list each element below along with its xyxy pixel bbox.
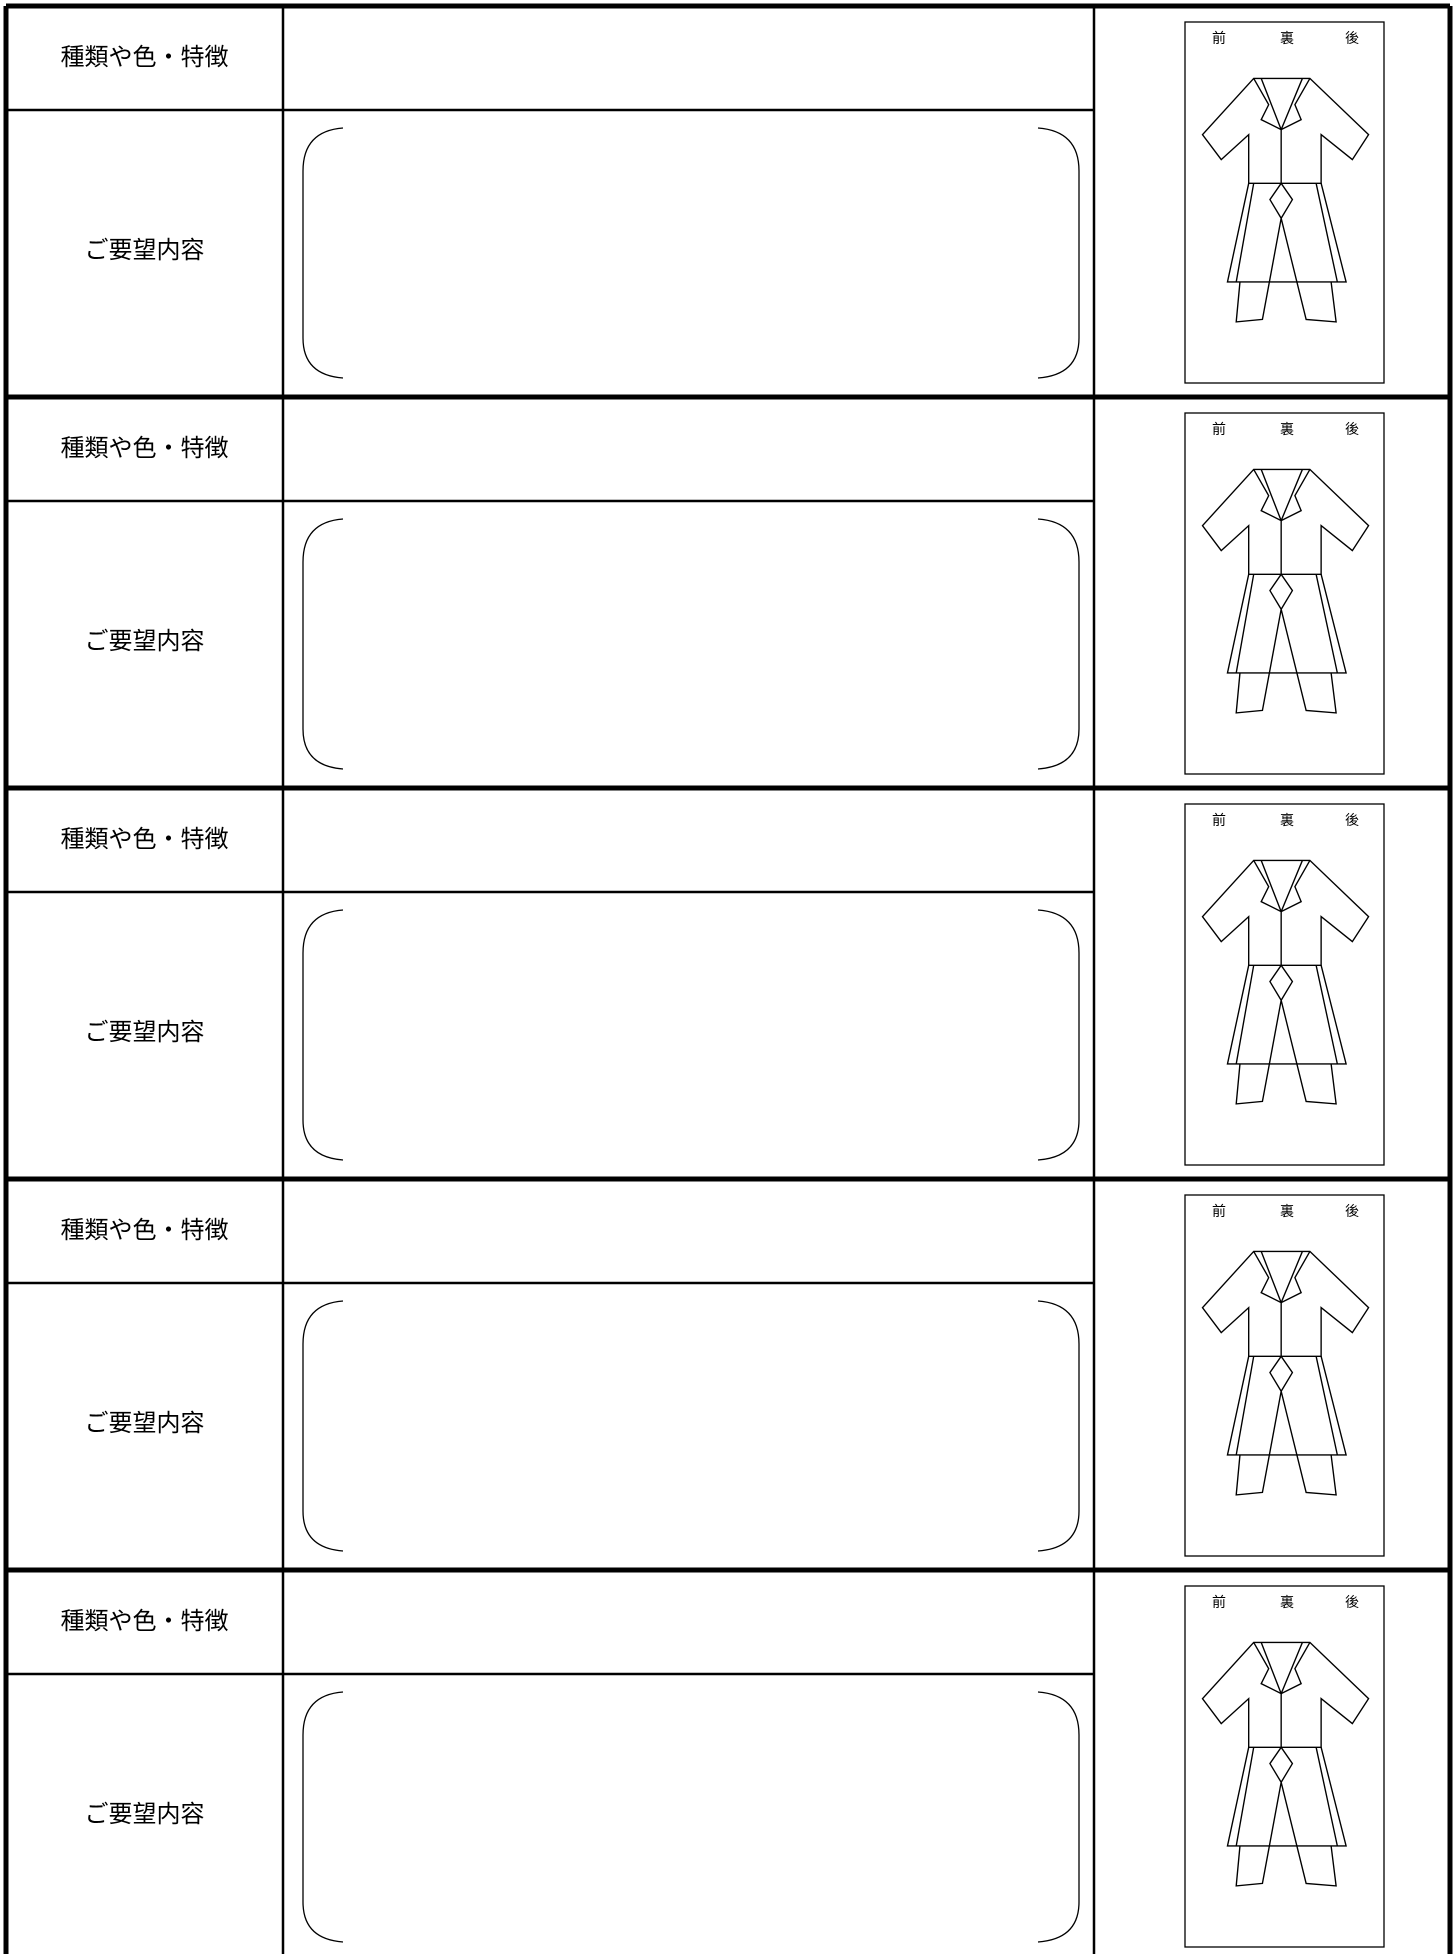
diagram-box bbox=[1184, 1194, 1385, 1557]
garment-line bbox=[1269, 1746, 1294, 1784]
diagram-label: 裏 bbox=[1280, 30, 1294, 47]
garment-line bbox=[1253, 1642, 1311, 1695]
type-label: 種類や色・特徴 bbox=[61, 1216, 229, 1244]
garment-line bbox=[1201, 1641, 1370, 1749]
garment-figure bbox=[1201, 1641, 1370, 1887]
bracket-right bbox=[1037, 518, 1080, 770]
garment-line bbox=[1269, 1355, 1294, 1393]
request-label: ご要望内容 bbox=[85, 1409, 205, 1437]
bracket-left bbox=[302, 518, 344, 770]
request-label: ご要望内容 bbox=[85, 1018, 205, 1046]
type-label: 種類や色・特徴 bbox=[61, 825, 229, 853]
diagram-label: 裏 bbox=[1280, 1203, 1294, 1220]
garment-line bbox=[1226, 574, 1347, 674]
diagram-label: 前 bbox=[1212, 812, 1226, 829]
diagram-label: 前 bbox=[1212, 421, 1226, 438]
bracket-left bbox=[302, 1691, 344, 1943]
garment-line bbox=[1269, 964, 1294, 1002]
bracket-right bbox=[1037, 909, 1080, 1161]
garment-line bbox=[1253, 860, 1311, 913]
garment-line bbox=[1235, 1747, 1339, 1847]
diagram-label: 前 bbox=[1212, 1203, 1226, 1220]
garment-line bbox=[1269, 573, 1294, 611]
diagram-box bbox=[1184, 803, 1385, 1166]
bracket-right bbox=[1037, 1691, 1080, 1943]
bracket-right bbox=[1037, 127, 1080, 379]
diagram-label: 前 bbox=[1212, 30, 1226, 47]
bracket-left bbox=[302, 1300, 344, 1552]
garment-figure bbox=[1201, 859, 1370, 1105]
diagram-label: 後 bbox=[1345, 1595, 1359, 1611]
garment-line bbox=[1235, 965, 1339, 1065]
garment-line bbox=[1235, 1391, 1337, 1496]
diagram-label: 前 bbox=[1212, 1594, 1226, 1611]
garment-figure bbox=[1201, 1250, 1370, 1496]
garment-line bbox=[1253, 469, 1311, 522]
garment-line bbox=[1260, 860, 1304, 914]
garment-figure bbox=[1201, 77, 1370, 323]
type-label: 種類や色・特徴 bbox=[61, 1607, 229, 1635]
bracket-left bbox=[302, 909, 344, 1161]
garment-line bbox=[1235, 574, 1339, 674]
type-label: 種類や色・特徴 bbox=[61, 434, 229, 462]
garment-line bbox=[1235, 1782, 1337, 1887]
request-label: ご要望内容 bbox=[85, 236, 205, 264]
garment-line bbox=[1226, 183, 1347, 283]
garment-line bbox=[1226, 1356, 1347, 1456]
request-label: ご要望内容 bbox=[85, 1800, 205, 1828]
garment-line bbox=[1235, 218, 1337, 323]
garment-line bbox=[1201, 859, 1370, 967]
garment-line bbox=[1235, 1000, 1337, 1105]
diagram-label: 裏 bbox=[1280, 812, 1294, 829]
garment-line bbox=[1235, 609, 1337, 714]
garment-figure bbox=[1201, 468, 1370, 714]
garment-line bbox=[1201, 77, 1370, 185]
garment-line bbox=[1235, 1356, 1339, 1456]
garment-line bbox=[1235, 183, 1339, 283]
garment-line bbox=[1253, 1251, 1311, 1304]
garment-line bbox=[1226, 1747, 1347, 1847]
diagram-label: 後 bbox=[1345, 31, 1359, 47]
garment-line bbox=[1201, 468, 1370, 576]
diagram-label: 後 bbox=[1345, 1204, 1359, 1220]
diagram-label: 裏 bbox=[1280, 1594, 1294, 1611]
bracket-right bbox=[1037, 1300, 1080, 1552]
diagram-box bbox=[1184, 21, 1385, 384]
request-label: ご要望内容 bbox=[85, 627, 205, 655]
diagram-box bbox=[1184, 412, 1385, 775]
diagram-label: 後 bbox=[1345, 422, 1359, 438]
diagram-label: 後 bbox=[1345, 813, 1359, 829]
garment-line bbox=[1260, 469, 1304, 523]
garment-line bbox=[1201, 1250, 1370, 1358]
garment-line bbox=[1226, 965, 1347, 1065]
garment-line bbox=[1269, 182, 1294, 220]
diagram-label: 裏 bbox=[1280, 421, 1294, 438]
bracket-left bbox=[302, 127, 344, 379]
type-label: 種類や色・特徴 bbox=[61, 43, 229, 71]
diagram-box bbox=[1184, 1585, 1385, 1948]
garment-line bbox=[1253, 78, 1311, 131]
